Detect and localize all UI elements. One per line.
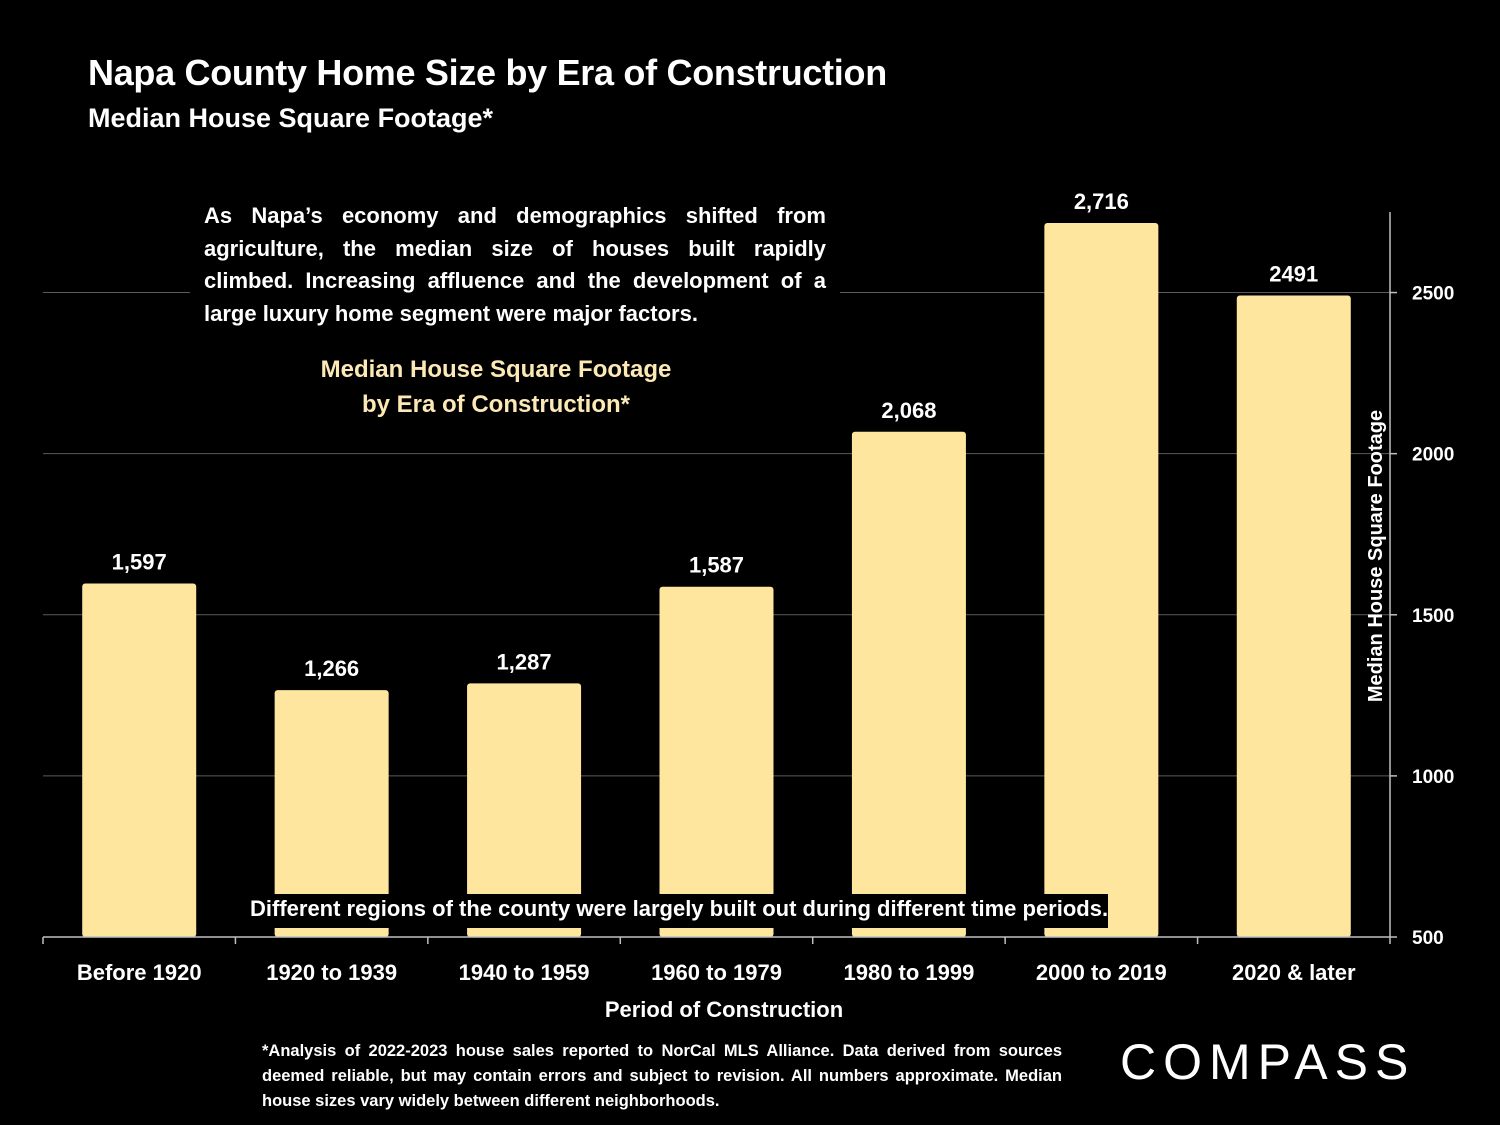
x-tick-label: Before 1920 <box>77 960 202 985</box>
x-tick-label: 2020 & later <box>1232 960 1356 985</box>
y-tick-label: 1500 <box>1412 606 1454 627</box>
bar <box>467 683 582 937</box>
x-tick-label: 1920 to 1939 <box>266 960 397 985</box>
bar <box>1044 222 1159 937</box>
page-subtitle: Median House Square Footage* <box>88 103 494 133</box>
bar-value-label: 1,287 <box>497 649 552 674</box>
axes: 500 1000 1500 2000 2500 Before 1920 1920 to 19… <box>42 212 1454 985</box>
bar-value-label: 1,587 <box>689 553 744 578</box>
chart-heading: Median House Square Footage by Era of Co… <box>246 352 746 422</box>
y-tick-label: 1000 <box>1412 767 1454 788</box>
chart-heading-line-2: by Era of Construction* <box>361 391 631 418</box>
x-axis-title: Period of Construction <box>605 997 843 1022</box>
bar <box>274 690 389 937</box>
bar <box>851 431 966 937</box>
bar-value-labels: 1,597 1,266 1,287 1,587 2,068 2,716 2491 <box>112 189 1319 681</box>
footnote: *Analysis of 2022-2023 house sales repor… <box>262 1042 1062 1110</box>
bar-value-label: 2491 <box>1269 261 1318 286</box>
chart-heading-line-1: Median House Square Footage <box>320 356 672 383</box>
bar <box>659 586 774 937</box>
bar-value-label: 1,597 <box>112 550 167 575</box>
regions-note-text: Different regions of the county were lar… <box>250 894 1109 928</box>
bar <box>82 583 197 937</box>
bar-value-label: 2,716 <box>1074 189 1129 214</box>
page-title: Napa County Home Size by Era of Construc… <box>88 52 887 93</box>
callout-text: As Napa’s economy and demographics shift… <box>190 198 840 338</box>
x-tick-label: 1960 to 1979 <box>651 960 782 985</box>
y-tick-label: 500 <box>1412 928 1444 949</box>
y-tick-label: 2000 <box>1412 445 1454 466</box>
bar-value-label: 2,068 <box>881 398 936 423</box>
y-tick-label: 2500 <box>1412 284 1454 305</box>
bar-value-label: 1,266 <box>304 656 359 681</box>
x-tick-label: 1980 to 1999 <box>843 960 974 985</box>
x-tick-label: 1940 to 1959 <box>459 960 590 985</box>
x-tick-label: 2000 to 2019 <box>1036 960 1167 985</box>
y-axis-title: Median House Square Footage <box>1365 410 1387 702</box>
compass-logo: COMPASS <box>1120 1034 1416 1090</box>
bars <box>82 222 1351 937</box>
bar <box>1236 295 1351 937</box>
